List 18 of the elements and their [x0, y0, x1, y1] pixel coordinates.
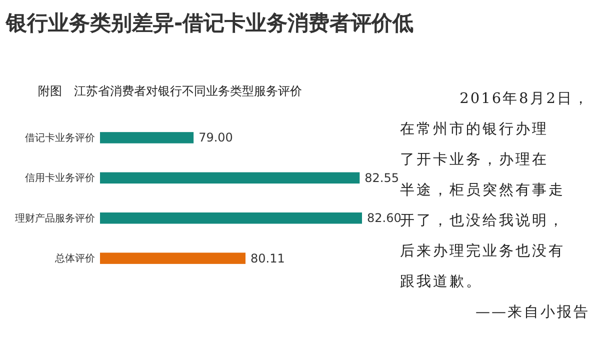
- y-tick-label: 总体评价: [54, 252, 95, 264]
- text: 跟我道歉。: [400, 273, 482, 290]
- data-label: 80.11: [250, 251, 285, 266]
- text: 后来办理完业务也没有: [400, 242, 565, 260]
- y-tick-label: 借记卡业务评价: [25, 132, 95, 144]
- chart-subtitle: 附图 江苏省消费者对银行不同业务类型服务评价: [38, 84, 302, 98]
- text: 了开卡业务，办理在: [400, 151, 548, 168]
- text: 开了，也没给我说明，: [400, 212, 565, 229]
- y-tick-label: 信用卡业务评价: [25, 172, 95, 184]
- chart-title: 银行业务类别差异-借记卡业务消费者评价低: [5, 11, 414, 35]
- text: 在常州市的银行办理: [400, 120, 548, 138]
- text: 半途，柜员突然有事走: [400, 182, 565, 198]
- data-label: 82.55: [364, 170, 400, 185]
- text: ——来自小报告: [476, 304, 590, 320]
- data-label: 82.60: [367, 211, 402, 226]
- y-tick-label: 理财产品服务评价: [15, 212, 95, 224]
- data-label: 79.00: [198, 130, 233, 145]
- text: 2016年8月2日，: [460, 90, 590, 107]
